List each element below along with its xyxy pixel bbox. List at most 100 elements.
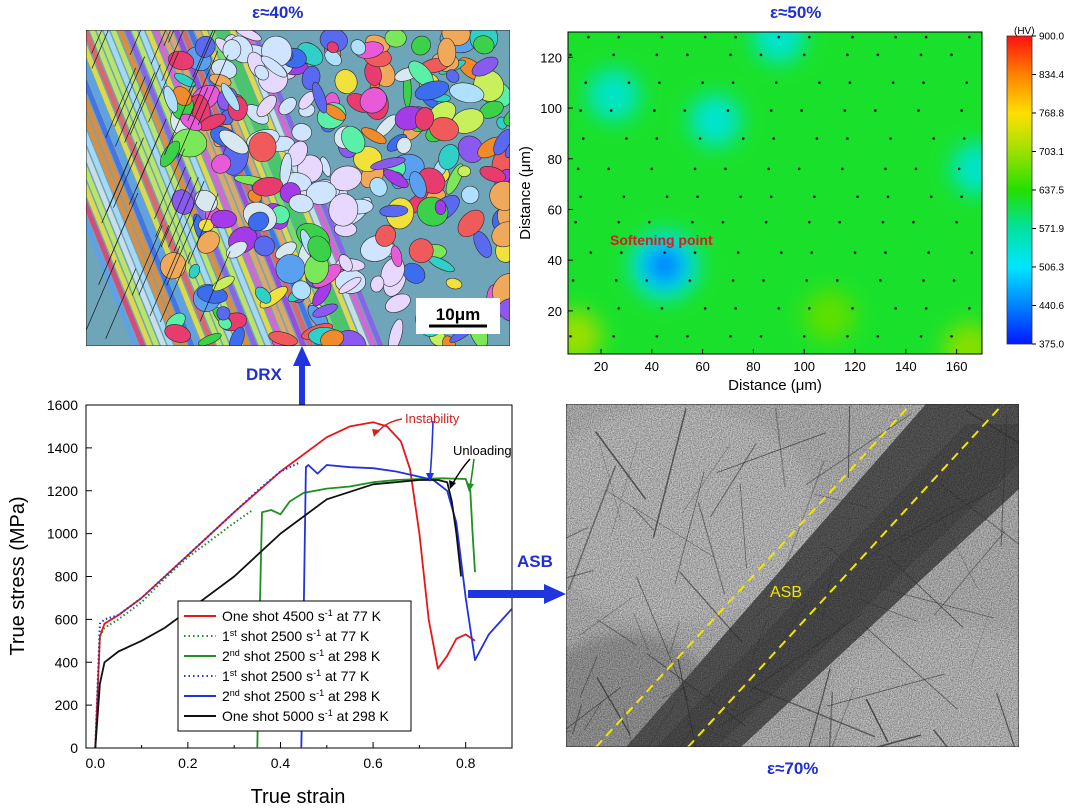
hm-y-tick-label: 20	[548, 304, 562, 319]
indent-point	[769, 109, 773, 112]
grain-boundary	[160, 176, 192, 248]
indent-point	[660, 35, 664, 39]
grain	[324, 49, 342, 67]
grain	[312, 303, 338, 318]
grain	[168, 50, 195, 71]
grain-boundary	[168, 177, 199, 248]
y-tick-label: 1000	[47, 526, 78, 542]
indent-point	[726, 109, 730, 112]
colorbar-tick-label: 375.0	[1039, 340, 1064, 351]
grain	[188, 263, 201, 279]
series-line-2	[94, 509, 254, 748]
indent-point	[663, 251, 666, 254]
grain	[256, 94, 277, 118]
indent-point	[647, 220, 651, 224]
indent-point	[802, 334, 806, 338]
indent-point	[772, 137, 776, 140]
indent-point	[843, 109, 847, 112]
indent-point	[612, 334, 616, 338]
grain	[209, 73, 232, 88]
grain	[254, 64, 269, 81]
colorbar	[1006, 35, 1033, 345]
grain	[164, 324, 191, 343]
grain-boundary	[161, 30, 184, 81]
grain	[218, 129, 249, 155]
hm-y-tick-label: 40	[548, 253, 562, 268]
hardness-region	[943, 322, 982, 354]
strain-label-bottom-right: ε≈70%	[767, 759, 819, 778]
indent-point	[774, 81, 778, 85]
indent-point	[653, 109, 656, 112]
grain-boundary	[154, 148, 185, 219]
indent-point	[810, 251, 814, 254]
hardness-region	[950, 142, 982, 195]
grain	[359, 87, 387, 114]
indent-point	[736, 251, 740, 254]
series-line-5	[300, 464, 512, 748]
grain-boundary	[148, 51, 179, 123]
grain-boundary	[188, 30, 216, 93]
hardness-map-chart: 20 40 60 80 100 120 140 160 20 40 60 80 100 120 Softe…	[517, 26, 1064, 394]
indent-point	[620, 251, 623, 254]
indent-point	[764, 220, 768, 224]
indent-point	[617, 35, 621, 39]
indent-point	[924, 307, 928, 310]
grain-boundary	[160, 251, 191, 322]
grain-boundary	[166, 215, 198, 286]
grain	[438, 144, 460, 170]
indent-point	[683, 109, 687, 112]
elongated-grain	[86, 30, 142, 346]
grain-boundary	[91, 30, 103, 54]
grain	[375, 224, 396, 247]
indent-point	[879, 279, 882, 282]
ss-ylabel: True stress (MPa)	[7, 496, 29, 655]
hm-ylabel: Distance (μm)	[517, 146, 534, 240]
grain	[329, 165, 363, 192]
grain	[312, 81, 328, 114]
indent-point	[917, 109, 920, 112]
indent-point	[889, 137, 892, 140]
grain	[369, 177, 388, 197]
grain-boundary	[197, 54, 229, 125]
grain-boundary	[135, 118, 167, 189]
indent-point	[655, 137, 659, 140]
grain	[197, 230, 220, 254]
grain-boundary	[150, 30, 167, 65]
legend: One shot 4500 s-1 at 77 K 1st shot 2500 s…	[177, 600, 412, 732]
indent-point	[848, 81, 852, 85]
indent-point	[919, 334, 923, 338]
indent-point	[698, 137, 702, 140]
grain	[471, 56, 499, 77]
hm-x-tick-label: 40	[645, 359, 659, 374]
y-tick-label: 800	[55, 569, 79, 585]
grain	[414, 80, 450, 101]
x-tick-label: 0.4	[271, 755, 291, 771]
hm-x-tick-label: 160	[946, 359, 968, 374]
hm-x-tick-label: 20	[594, 359, 608, 374]
grain	[445, 277, 463, 290]
grain	[390, 245, 403, 267]
hm-y-tick-label: 100	[540, 101, 562, 116]
legend-box	[177, 600, 412, 732]
grain	[288, 194, 314, 214]
indent-point	[571, 279, 575, 282]
indent-point	[957, 167, 961, 171]
grain-boundary	[101, 153, 133, 224]
indent-point	[802, 53, 806, 57]
grain-boundary	[173, 180, 205, 252]
indent-point	[660, 307, 664, 310]
indent-point	[962, 137, 966, 140]
y-tick-label: 400	[55, 654, 79, 670]
indent-point	[876, 334, 880, 338]
elongated-grain	[86, 30, 170, 346]
hardness-region	[752, 32, 805, 64]
grain	[409, 171, 427, 199]
grain-pattern	[86, 30, 510, 346]
hardness-region	[644, 245, 685, 286]
grain-boundary	[115, 76, 146, 147]
grain	[457, 209, 485, 238]
grain	[275, 254, 306, 284]
instability-label: Instability	[405, 411, 460, 426]
indent-point	[960, 195, 963, 199]
indent-point	[741, 137, 745, 140]
